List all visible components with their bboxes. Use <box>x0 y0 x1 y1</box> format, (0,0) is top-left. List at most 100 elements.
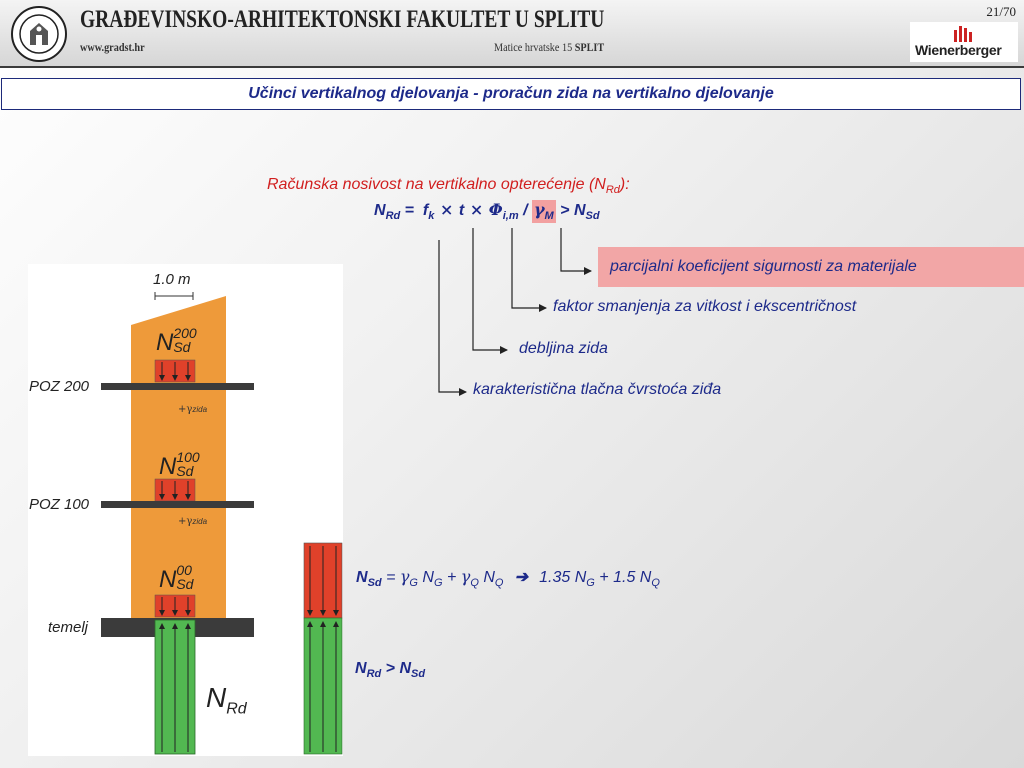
combo-gamma-q-sub: Q <box>470 577 479 590</box>
formula-gamma-sub: M <box>544 210 554 223</box>
combo-lhs: N <box>356 569 368 586</box>
check-gt: > <box>381 660 400 677</box>
combo-gamma-g-sub: G <box>409 577 418 590</box>
self-weight-label-1-symbol: +γ <box>178 404 193 415</box>
self-weight-label-2-sub: zida <box>192 517 208 526</box>
strength-label: karakteristična tlačna čvrstoća ziđa <box>473 381 722 398</box>
width-label: 1.0 m <box>153 271 191 288</box>
capacity-formula: NRd = fk × t × Φi,m / γM > NSd <box>374 200 600 223</box>
leader-partial-factor <box>560 228 592 275</box>
formula-equals: = <box>400 202 423 219</box>
load-label-100-symbol: N <box>159 453 177 480</box>
combo-nq: N <box>478 569 495 586</box>
header-bar: GRAĐEVINSKO-ARHITEKTONSKI FAKULTET U SPL… <box>0 0 1024 68</box>
formula-phi: Φ <box>488 200 503 219</box>
combo-lhs-sub: Sd <box>367 577 382 590</box>
capacity-heading-sub: Rd <box>605 184 620 197</box>
combo-ng-sub: G <box>433 577 443 590</box>
load-block-100 <box>154 478 196 502</box>
address: Matice hrvatske 15 SPLIT <box>494 40 604 55</box>
partial-factor-highlight: parcijalni koeficijent sigurnosti za mat… <box>598 247 1024 287</box>
address-city: SPLIT <box>574 40 605 54</box>
capacity-heading: Računska nosivost na vertikalno optereće… <box>267 176 630 196</box>
formula-gamma: γ <box>533 200 545 219</box>
load-label-100-sub: Sd <box>176 463 194 479</box>
load-label-200-sup: 200 <box>173 325 197 341</box>
resistance-column-right <box>303 617 343 755</box>
formula-gamma-m-highlight: γM <box>531 200 556 223</box>
formula-fk: f <box>422 202 429 219</box>
faculty-name: GRAĐEVINSKO-ARHITEKTONSKI FAKULTET U SPL… <box>80 6 605 33</box>
level-label-poz-100: POZ 100 <box>29 496 90 513</box>
check-lhs-sub: Rd <box>366 668 382 681</box>
level-label-temelj: temelj <box>48 619 89 636</box>
load-label-00-symbol: N <box>159 566 177 593</box>
wienerberger-logo-icon <box>954 26 972 42</box>
slab-poz-200 <box>101 383 254 390</box>
load-label-100-sup: 100 <box>176 449 200 465</box>
self-weight-label-1: +γzida <box>178 404 207 415</box>
formula-rhs-sub: Sd <box>585 210 600 223</box>
combo-plus: + <box>442 569 461 586</box>
self-weight-label-2-symbol: +γ <box>178 516 193 527</box>
formula-phi-sub: i,m <box>502 210 519 223</box>
capacity-heading-text: Računska nosivost na vertikalno optereće… <box>267 176 606 193</box>
slenderness-label: faktor smanjenja za vitkost i ekscentrič… <box>553 298 857 315</box>
load-column-right <box>303 542 343 619</box>
sponsor-name: Wienerberger <box>915 42 1002 58</box>
website-link[interactable]: www.gradst.hr <box>80 40 145 54</box>
thickness-label: debljina zida <box>519 340 608 357</box>
partial-factor-label: parcijalni koeficijent sigurnosti za mat… <box>610 258 917 275</box>
address-street: Matice hrvatske 15 <box>494 40 573 54</box>
load-label-200-symbol: N <box>156 329 174 356</box>
slide-title-bar: Učinci vertikalnog djelovanja - proračun… <box>1 78 1021 110</box>
combo-gamma-q: γ <box>460 567 471 586</box>
load-combination: NSd = γG NG + γQ NQ ➔ 1.35 NG + 1.5 NQ <box>356 567 660 589</box>
combo-result: 1.35 N <box>539 569 587 586</box>
formula-divide: / <box>518 202 532 219</box>
combo-ng: N <box>417 569 434 586</box>
check-rhs-sub: Sd <box>411 668 426 681</box>
load-label-00: N 00 Sd <box>159 563 193 594</box>
check-lhs: N <box>355 660 367 677</box>
formula-times-1: × <box>434 200 459 219</box>
leader-strength <box>438 240 467 396</box>
resistance-sub: Rd <box>226 700 247 718</box>
formula-greater-than: > <box>555 202 574 219</box>
leader-slenderness <box>511 228 547 312</box>
level-label-poz-200: POZ 200 <box>29 378 90 395</box>
combo-result-mid: + 1.5 N <box>594 569 652 586</box>
combo-nq-sub: Q <box>494 577 504 590</box>
load-block-00 <box>154 594 196 618</box>
capacity-heading-suffix: ): <box>619 176 630 193</box>
load-label-00-sup: 00 <box>176 562 192 578</box>
combo-result-sub1: G <box>586 577 595 590</box>
load-label-200-sub: Sd <box>173 339 191 355</box>
formula-fk-sub: k <box>428 210 435 223</box>
leader-thickness <box>472 228 508 354</box>
load-label-100: N 100 Sd <box>159 450 200 481</box>
formula-lhs-sub: Rd <box>385 210 401 223</box>
self-weight-label-2: +γzida <box>178 516 207 527</box>
formula-lhs: N <box>374 202 386 219</box>
combo-gamma-g: γ <box>399 567 410 586</box>
resistance-label: NRd <box>206 682 247 719</box>
formula-t: t <box>458 202 465 219</box>
self-weight-label-1-sub: zida <box>192 405 208 414</box>
load-label-200: N 200 Sd <box>156 326 197 357</box>
university-seal-icon <box>11 6 67 62</box>
formula-times-2: × <box>464 200 489 219</box>
load-label-00-sub: Sd <box>176 576 194 592</box>
resistance-symbol: N <box>206 682 227 713</box>
slab-poz-100 <box>101 501 254 508</box>
resistance-check: NRd > NSd <box>355 660 425 680</box>
sponsor-logo: Wienerberger <box>910 22 1018 62</box>
arrow-right-icon: ➔ <box>503 567 540 586</box>
resistance-block <box>154 619 196 755</box>
check-rhs: N <box>399 660 412 677</box>
slide-title: Učinci vertikalnog djelovanja - proračun… <box>248 85 774 102</box>
load-block-200 <box>154 359 196 383</box>
page-number: 21/70 <box>986 4 1016 19</box>
combo-equals: = <box>381 569 400 586</box>
